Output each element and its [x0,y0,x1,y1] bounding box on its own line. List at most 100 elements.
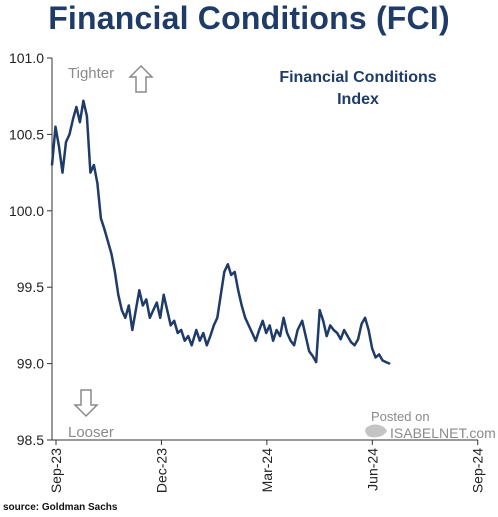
fci-data-point [261,319,264,322]
fci-data-point [72,118,74,121]
fci-data-point [92,164,95,166]
x-tick-label: Jun-24 [364,448,380,491]
fci-data-point [216,316,219,319]
fci-data-point [286,332,289,334]
fci-data-point [187,335,190,338]
fci-data-point [68,133,71,136]
fci-data-point [226,263,229,266]
fci-data-point [353,344,356,347]
tighter-arrow-icon [128,64,154,93]
y-axis-ticks: 101.0 100.5 100.0 99.5 99.0 98.5 [9,50,52,448]
fci-data-point [176,332,179,334]
fci-data-point [364,316,367,319]
fci-data-point [293,344,296,347]
fci-data-point [301,319,304,322]
x-tick-label: Sep-24 [470,448,486,493]
fci-data-point [219,293,222,296]
watermark-posted-on: Posted on [371,409,430,424]
fci-data-point [381,359,384,362]
fci-data-point [110,252,113,255]
fci-data-point [205,344,208,347]
x-tick-label: Sep-23 [48,448,64,493]
source-note: source: Goldman Sachs [3,502,118,513]
fci-data-point [190,344,193,347]
fci-data-point [85,115,88,118]
fci-data-point [282,316,285,319]
fci-data-point [173,319,176,322]
fci-data-point [195,329,198,331]
fci-data-point [315,361,318,364]
fci-data-point [152,309,155,312]
fci-data-point [336,332,339,334]
fci-data-point [265,332,268,334]
fci-data-point [78,121,81,124]
fci-data-point [99,217,102,220]
fci-data-point [325,335,328,338]
y-tick-label: 100.0 [9,203,44,219]
legend-line-2: Index [337,91,379,108]
y-tick-label: 101.0 [9,50,44,66]
fci-data-point [169,324,172,327]
fci-data-point [117,293,120,296]
fci-data-point [371,347,374,350]
fci-data-point [212,324,215,327]
fci-data-point [251,332,254,334]
fci-data-point [198,339,201,342]
fci-data-point [357,338,360,341]
fci-data-point [131,329,134,331]
fci-data-point [113,270,116,273]
fci-data-point [378,353,381,356]
fci-data-point [258,329,261,331]
fci-data-point [58,145,60,148]
fci-data-point [155,301,158,304]
fci-data-point [332,329,335,331]
fci-data-point [183,339,186,342]
y-tick-label: 99.0 [17,356,44,372]
tighter-label: Tighter [68,65,114,82]
fci-data-point [304,335,307,338]
fci-data-point [268,324,271,327]
fci-data-point [343,329,346,331]
x-tick-label: Dec-23 [153,448,169,493]
fci-data-point [289,339,292,342]
looser-label: Looser [68,424,114,441]
fci-data-point [346,335,349,338]
fci-data-point [103,228,106,231]
watermark-site: ISABELNET.com [390,425,496,441]
fci-data-point [96,182,99,185]
fci-data-point [374,356,377,359]
fci-data-point [233,270,236,273]
watermark-globe-icon [365,424,387,438]
chart-title: Financial Conditions (FCI) [48,0,450,36]
fci-data-point [237,289,240,292]
fci-data-point [209,335,212,338]
fci-data-point [124,316,127,319]
legend-line-1: Financial Conditions [279,69,436,86]
looser-arrow-icon [73,389,99,418]
fci-data-point [322,319,325,322]
fci-data-point [82,99,85,102]
y-tick-label: 100.5 [9,126,44,142]
x-tick-label: Mar-24 [259,448,275,493]
fci-data-point [141,304,144,307]
fci-data-point [385,361,387,364]
fci-data-point [166,309,169,312]
series-layer [50,99,391,365]
fci-data-point [51,164,53,166]
fci-data-point [159,316,162,319]
fci-data-point [54,125,57,128]
fci-data-point [202,332,205,334]
fci-data-point [388,362,391,365]
fci-data-point [279,335,282,338]
fci-data-point [350,341,353,344]
fci-data-point [275,329,278,331]
fci-data-point [120,309,123,312]
fci-data-point [127,304,130,307]
fci-data-point [318,309,321,312]
fci-data-point [138,289,141,292]
fci-data-point [247,324,250,327]
y-tick-label: 98.5 [17,432,44,448]
fci-data-point [134,309,137,312]
fci-data-point [311,355,314,357]
